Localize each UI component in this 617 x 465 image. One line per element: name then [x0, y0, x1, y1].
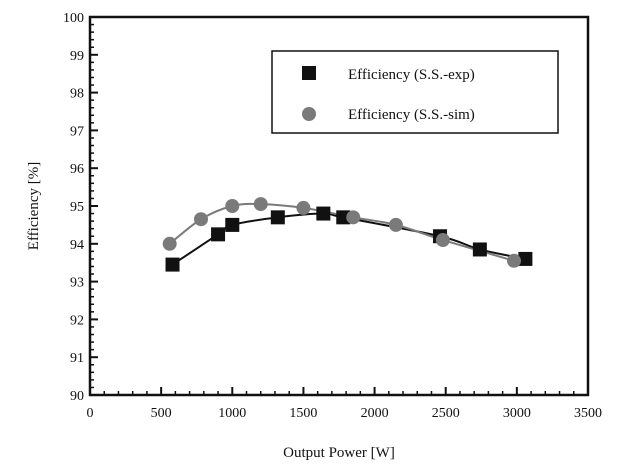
data-point-sim	[296, 200, 311, 215]
axis-ticks	[89, 16, 589, 396]
data-point-exp	[316, 206, 331, 221]
y-axis-title: Efficiency [%]	[26, 162, 42, 250]
data-point-sim	[225, 199, 240, 213]
series-markers	[162, 197, 533, 272]
x-tick-label: 2500	[432, 406, 460, 421]
legend-marker-sim	[302, 107, 316, 121]
data-point-exp	[518, 251, 533, 266]
x-tick-label: 3500	[574, 406, 602, 421]
data-point-exp	[225, 217, 240, 232]
data-point-sim	[162, 236, 177, 251]
y-tick-label: 94	[70, 238, 84, 253]
data-point-sim	[435, 233, 450, 248]
legend-label-sim: Efficiency (S.S.-sim)	[348, 107, 475, 123]
x-tick-label: 2000	[361, 406, 389, 421]
y-tick-label: 93	[70, 276, 84, 291]
y-tick-label: 92	[70, 313, 84, 328]
x-tick-labels: 0 500 1000 1500 2000 2500 3000 3500	[87, 406, 603, 421]
data-point-sim	[253, 197, 268, 212]
y-tick-label: 96	[70, 162, 84, 177]
y-tick-label: 100	[63, 11, 84, 26]
data-point-exp	[211, 227, 226, 242]
y-tick-label: 97	[70, 124, 84, 139]
x-axis-title: Output Power [W]	[283, 445, 395, 461]
data-point-sim	[507, 253, 522, 268]
data-point-exp	[270, 210, 285, 225]
data-point-exp	[472, 242, 487, 257]
y-tick-label: 98	[70, 87, 84, 102]
y-tick-label: 95	[70, 200, 84, 215]
legend-box	[271, 50, 559, 134]
data-point-sim	[193, 212, 208, 227]
x-tick-label: 500	[151, 406, 172, 421]
x-tick-label: 1000	[218, 406, 246, 421]
data-point-exp	[336, 210, 351, 225]
x-tick-label: 1500	[289, 406, 317, 421]
data-point-exp	[165, 257, 180, 272]
data-point-sim	[346, 210, 361, 225]
y-tick-label: 99	[70, 49, 84, 64]
y-tick-label: 91	[70, 351, 84, 366]
data-point-sim	[388, 217, 403, 232]
legend-marker-exp	[302, 66, 316, 80]
y-tick-labels: 90 91 92 93 94 95 96 97 98 99 100	[63, 11, 84, 404]
y-tick-label: 90	[70, 389, 84, 404]
legend-label-exp: Efficiency (S.S.-exp)	[348, 67, 475, 83]
legend: Efficiency (S.S.-exp) Efficiency (S.S.-s…	[271, 50, 559, 134]
x-tick-label: 3000	[503, 406, 531, 421]
x-tick-label: 0	[87, 406, 94, 421]
